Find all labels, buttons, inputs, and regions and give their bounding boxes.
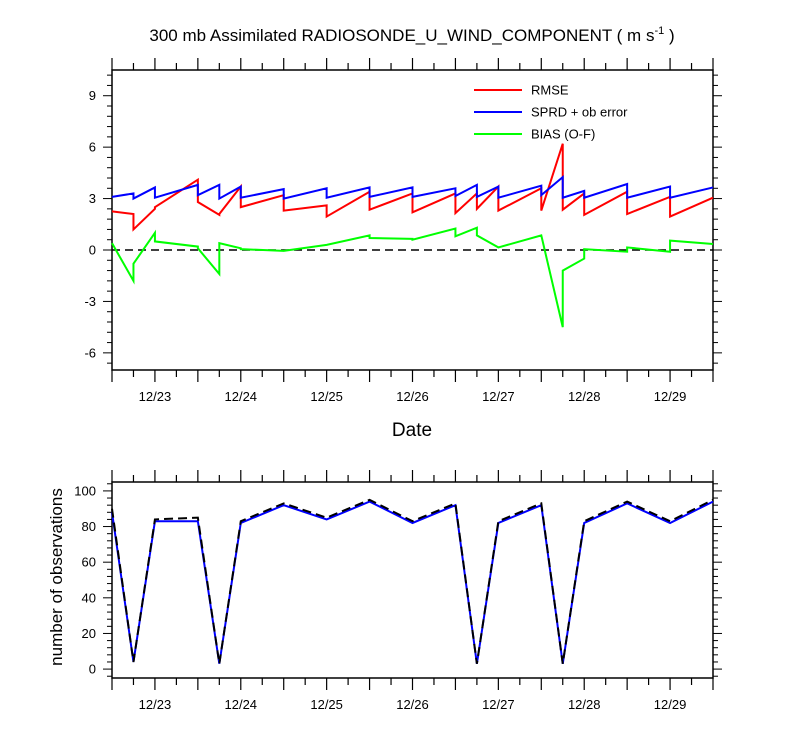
bottom-y-tick-label: 40 (82, 590, 96, 605)
top-series-bias-o-f-line (111, 226, 714, 328)
bottom-series-assimilated-line (111, 500, 714, 664)
top-x-tick-label: 12/28 (568, 389, 601, 404)
legend-label-rmse: RMSE (531, 83, 569, 98)
bottom-y-tick-label: 20 (82, 626, 96, 641)
top-x-tick-label: 12/25 (310, 389, 343, 404)
bottom-x-tick-label: 12/25 (310, 697, 343, 712)
x-axis-label: Date (392, 420, 432, 441)
bottom-panel: 12/23 12/24 12/25 12/26 12/27 12/28 12/29 0 20 40… (47, 470, 722, 712)
bottom-plot-frame (111, 481, 714, 679)
top-x-tick-label: 12/27 (482, 389, 515, 404)
bottom-y-tick-label: 0 (89, 662, 96, 677)
top-y-tick-label: 6 (89, 140, 96, 155)
top-y-tick-label: 0 (89, 243, 96, 258)
top-y-tick-label: 3 (89, 191, 96, 206)
top-x-tick-label: 12/29 (654, 389, 687, 404)
top-x-tick-label: 12/23 (139, 389, 172, 404)
top-panel: 12/23 12/24 12/25 12/26 12/27 12/28 12/29 -6 -3 0… (84, 25, 722, 441)
legend-label-bias-o-f: BIAS (O-F) (531, 127, 595, 142)
bottom-x-tick-label: 12/27 (482, 697, 515, 712)
bottom-series-possible-line (111, 498, 714, 664)
legend-label-sprd-ob-error: SPRD + ob error (531, 105, 628, 120)
bottom-x-tick-label: 12/23 (139, 697, 172, 712)
top-x-tick-label: 12/26 (396, 389, 429, 404)
bottom-x-tick-label: 12/24 (225, 697, 258, 712)
bottom-y-tick-label: 80 (82, 519, 96, 534)
top-y-tick-label: -3 (84, 294, 96, 309)
y-axis-label: number of observations (47, 488, 66, 666)
top-y-tick-label: -6 (84, 345, 96, 360)
chart-title: 300 mb Assimilated RADIOSONDE_U_WIND_COM… (149, 25, 674, 45)
top-y-tick-label: 9 (89, 88, 96, 103)
top-series-sprd-ob-error-line (111, 174, 714, 201)
bottom-y-tick-label: 60 (82, 555, 96, 570)
bottom-x-tick-label: 12/29 (654, 697, 687, 712)
top-x-tick-label: 12/24 (225, 389, 258, 404)
bottom-x-tick-label: 12/28 (568, 697, 601, 712)
bottom-x-tick-label: 12/26 (396, 697, 429, 712)
bottom-y-tick-label: 100 (74, 483, 96, 498)
